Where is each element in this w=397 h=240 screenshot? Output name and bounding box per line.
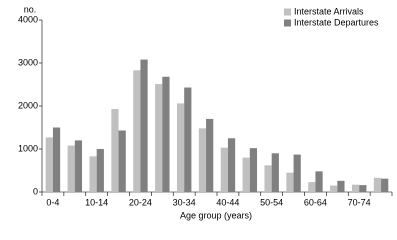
bar	[337, 180, 345, 192]
bar	[271, 153, 279, 192]
x-tick-label: 30-34	[173, 197, 196, 207]
legend-label: Interstate Departures	[294, 17, 379, 27]
bar	[52, 127, 61, 192]
x-tick-label: 0-4	[46, 197, 59, 207]
x-tick-label: 10-14	[85, 197, 108, 207]
bar	[184, 87, 192, 192]
bar	[351, 184, 360, 192]
bar	[249, 148, 258, 192]
bar	[67, 145, 75, 192]
bar	[155, 84, 163, 192]
bar	[118, 130, 126, 192]
legend-swatch	[284, 8, 291, 16]
bar	[162, 76, 170, 192]
bar	[133, 70, 141, 192]
bar	[89, 156, 97, 192]
bar	[293, 154, 301, 192]
bar	[206, 118, 214, 192]
legend-label: Interstate Arrivals	[294, 6, 364, 16]
bar	[359, 185, 367, 192]
y-tick-label: 3000	[18, 57, 38, 67]
x-tick-label: 70-74	[348, 197, 371, 207]
bar	[315, 171, 323, 192]
chart: no. Age group (years) 0 1000 2000 3000 4000 0…	[18, 4, 393, 220]
y-tick-label: 2000	[18, 100, 38, 110]
bar	[330, 185, 338, 192]
bar	[111, 109, 119, 192]
bar	[140, 59, 148, 193]
x-axis-label: Age group (years)	[180, 210, 252, 220]
x-tick-label: 20-24	[129, 197, 152, 207]
bar	[176, 103, 185, 192]
bar	[308, 182, 316, 192]
x-tick-label: 50-54	[260, 197, 283, 207]
bar	[74, 140, 83, 192]
y-tick-label: 1000	[18, 143, 38, 153]
bar	[242, 157, 250, 192]
y-tick-label: 4000	[18, 14, 38, 24]
bar	[45, 137, 53, 192]
y-tick-label: 0	[33, 186, 38, 196]
y-axis-unit: no.	[24, 4, 37, 14]
bar	[96, 149, 104, 192]
bar	[373, 177, 382, 192]
x-tick-label: 40-44	[216, 197, 239, 207]
bar	[227, 138, 236, 192]
bar	[381, 178, 389, 192]
x-tick-label: 60-64	[304, 197, 327, 207]
bar	[264, 165, 272, 192]
bar	[198, 128, 207, 192]
bar	[220, 147, 228, 192]
legend-swatch	[284, 19, 291, 27]
bar	[286, 172, 294, 192]
